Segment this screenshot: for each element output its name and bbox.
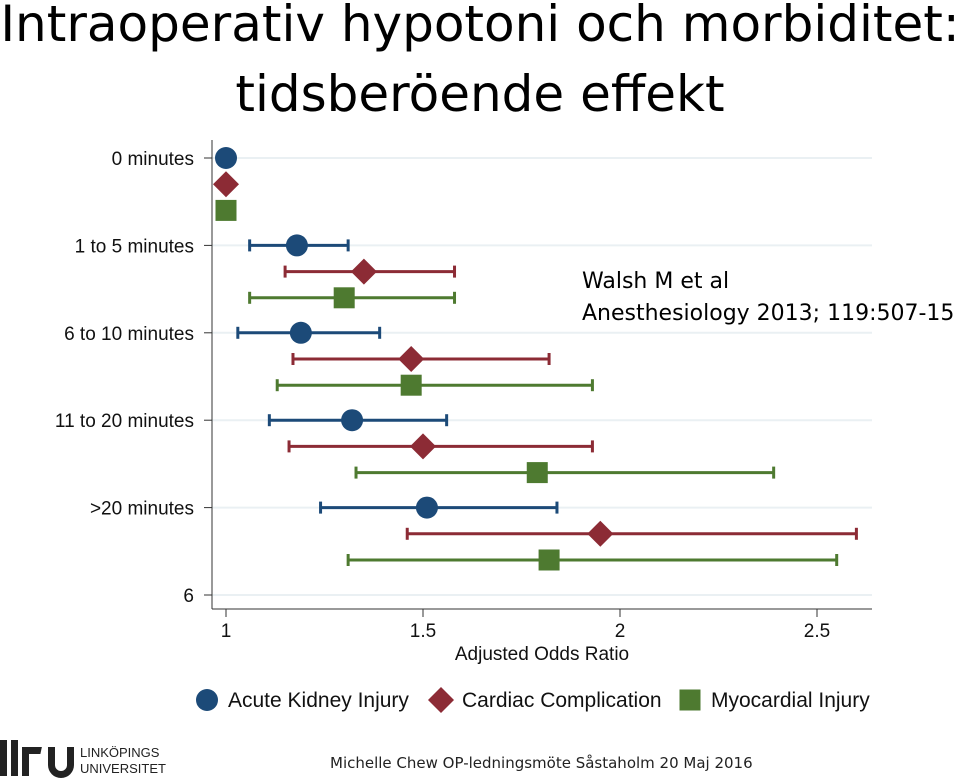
- data-point-circle: [285, 234, 308, 257]
- data-point-circle: [341, 409, 364, 432]
- data-point-diamond: [410, 433, 436, 460]
- series-square: [215, 199, 839, 571]
- y-tick-label: 6: [183, 586, 194, 607]
- x-tick-label: 2: [615, 621, 626, 642]
- data-point-diamond: [587, 520, 614, 547]
- x-tick-label: 1.5: [410, 621, 436, 642]
- data-point-square: [333, 287, 355, 309]
- footer-text: Michelle Chew OP-ledningsmöte Såstaholm …: [330, 754, 753, 772]
- series-circle: [215, 147, 559, 519]
- university-logo: LINKÖPINGS UNIVERSITET: [0, 740, 166, 778]
- chart-grid: [212, 157, 872, 596]
- series-diamond: [213, 171, 858, 547]
- x-tick-label: 2.5: [804, 621, 830, 642]
- data-point-diamond: [213, 171, 239, 198]
- y-tick-label: >20 minutes: [90, 499, 194, 520]
- legend-label: Myocardial Injury: [711, 689, 870, 712]
- chart-series: [213, 147, 858, 571]
- legend-label: Cardiac Complication: [462, 689, 662, 712]
- y-tick-label: 6 to 10 minutes: [64, 324, 194, 345]
- data-point-square: [526, 462, 548, 484]
- citation-journal: Anesthesiology 2013; 119:507-15: [582, 301, 955, 326]
- x-tick-label: 1: [221, 621, 232, 642]
- slide-title-line1: Intraoperativ hypotoni och morbiditet:: [0, 0, 960, 53]
- data-point-circle: [289, 321, 312, 344]
- logo-text-line2: UNIVERSITET: [80, 761, 166, 776]
- data-point-square: [215, 199, 237, 221]
- y-tick-label: 1 to 5 minutes: [75, 236, 194, 257]
- chart-legend: Acute Kidney Injury Cardiac Complication M…: [196, 687, 870, 713]
- data-point-circle: [415, 496, 438, 519]
- data-point-square: [538, 549, 560, 571]
- legend-marker-diamond: [428, 687, 454, 713]
- legend-marker-circle: [196, 689, 218, 711]
- slide-title-line2: tidsberöende effekt: [235, 65, 725, 123]
- legend-marker-square: [679, 689, 701, 711]
- legend-label: Acute Kidney Injury: [228, 689, 409, 712]
- data-point-circle: [215, 147, 237, 169]
- data-point-diamond: [398, 346, 425, 372]
- y-tick-label: 11 to 20 minutes: [55, 411, 194, 432]
- x-axis-label: Adjusted Odds Ratio: [455, 644, 629, 665]
- logo-text-line1: LINKÖPINGS: [80, 745, 160, 760]
- data-point-square: [400, 374, 422, 396]
- citation-authors: Walsh M et al: [582, 269, 730, 294]
- data-point-diamond: [350, 258, 377, 285]
- y-tick-label: 0 minutes: [112, 149, 194, 170]
